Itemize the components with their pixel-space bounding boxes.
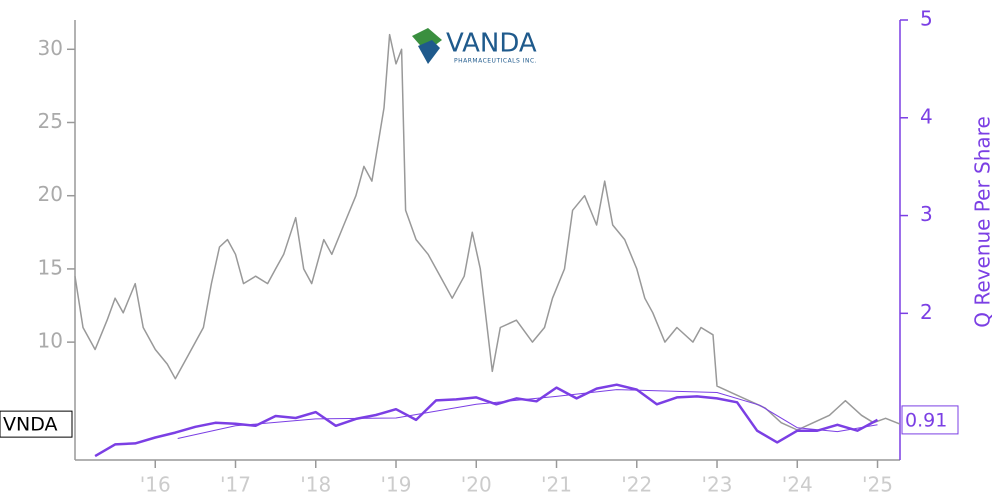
x-tick-label: '18 [300,473,331,497]
logo-mark [412,28,442,52]
y2-tick-label: 3 [920,202,933,226]
series-line [177,389,878,439]
logo: VANDA PHARMACEUTICALS INC. [412,28,537,65]
y2-tick-label: 4 [920,104,933,128]
x-tick-label: '23 [702,473,733,497]
logo-text: VANDA [446,29,537,59]
x-tick-label: '22 [621,473,652,497]
y-tick-label: 25 [38,109,63,133]
end-label: 0.91 [905,409,947,431]
y-tick-label: 30 [38,36,63,60]
end-label-box [901,405,959,435]
x-tick-label: '20 [461,473,492,497]
y-tick-label: 15 [38,255,63,279]
x-tick-label: '17 [220,473,251,497]
y2-axis-label: Q Revenue Per Share [971,116,995,328]
y2-tick-label: 2 [920,300,933,324]
series-line [74,33,901,431]
series-label: VNDA [3,414,58,436]
logo-subtitle: PHARMACEUTICALS INC. [454,58,537,65]
x-tick-label: '25 [862,473,893,497]
series-line [94,383,879,458]
logo-mark [418,40,440,64]
series-label-box [0,410,73,438]
y-tick-label: 10 [38,329,63,353]
x-tick-label: '21 [541,473,572,497]
x-tick-label: '16 [140,473,171,497]
x-tick-label: '19 [381,473,412,497]
y-tick-label: 20 [38,182,63,206]
y2-tick-label: 5 [920,7,933,31]
x-tick-label: '24 [782,473,813,497]
